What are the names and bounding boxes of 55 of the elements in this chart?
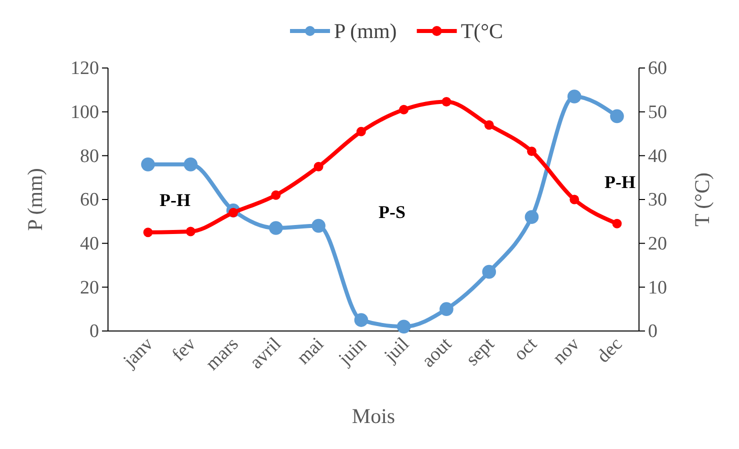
- x-tick-label: dec: [593, 334, 627, 368]
- y-tick-label: 20: [80, 277, 99, 298]
- point: [143, 228, 153, 238]
- y-axis-title: P (mm): [23, 168, 47, 231]
- x-tick-label: nov: [548, 333, 584, 369]
- point: [442, 97, 452, 106]
- legend-label: T(°C: [460, 19, 504, 43]
- y-tick-label: 0: [90, 321, 99, 342]
- legend-label: P (mm): [334, 19, 397, 43]
- point: [184, 158, 198, 172]
- point: [269, 221, 283, 235]
- x-tick-label: mars: [202, 334, 243, 375]
- y-tick-label: 80: [80, 146, 99, 167]
- point: [482, 264, 496, 279]
- annotation: P-H: [160, 190, 190, 210]
- y2-tick-label: 40: [648, 146, 667, 167]
- point: [527, 146, 536, 156]
- point: [570, 194, 580, 204]
- x-tick-label: fev: [168, 333, 201, 366]
- y2-tick-label: 20: [648, 233, 667, 254]
- y2-axis-title: T (°C): [690, 172, 714, 227]
- point: [356, 126, 366, 136]
- x-tick-label: juin: [334, 333, 372, 370]
- y-tick-label: 120: [70, 58, 99, 80]
- annotation: P-H: [604, 172, 636, 192]
- point: [399, 104, 409, 114]
- x-tick-label: oct: [510, 333, 542, 365]
- point: [567, 90, 582, 104]
- x-tick-label: juil: [380, 334, 414, 368]
- x-tick-label: sept: [462, 333, 500, 370]
- x-tick-label: avril: [246, 334, 286, 374]
- point: [141, 158, 155, 172]
- y2-tick-label: 0: [648, 321, 658, 342]
- point: [484, 120, 494, 130]
- point: [312, 218, 326, 233]
- y2-tick-label: 60: [648, 58, 667, 80]
- point: [186, 226, 196, 236]
- point: [524, 210, 539, 224]
- annotation: P-S: [378, 202, 406, 222]
- point: [440, 302, 454, 316]
- x-axis-title: Mois: [352, 404, 396, 428]
- y-tick-label: 60: [80, 190, 99, 211]
- y-tick-label: 40: [80, 233, 99, 254]
- point: [314, 162, 324, 172]
- point: [354, 313, 368, 327]
- y2-tick-label: 30: [648, 190, 667, 211]
- point: [396, 320, 411, 334]
- x-tick-label: aout: [418, 333, 456, 372]
- point: [271, 190, 281, 200]
- point: [610, 109, 624, 124]
- point: [612, 218, 622, 228]
- y-tick-label: 100: [70, 102, 99, 123]
- x-tick-label: mai: [293, 334, 328, 369]
- y2-tick-label: 50: [648, 102, 667, 123]
- y2-tick-label: 10: [648, 277, 667, 298]
